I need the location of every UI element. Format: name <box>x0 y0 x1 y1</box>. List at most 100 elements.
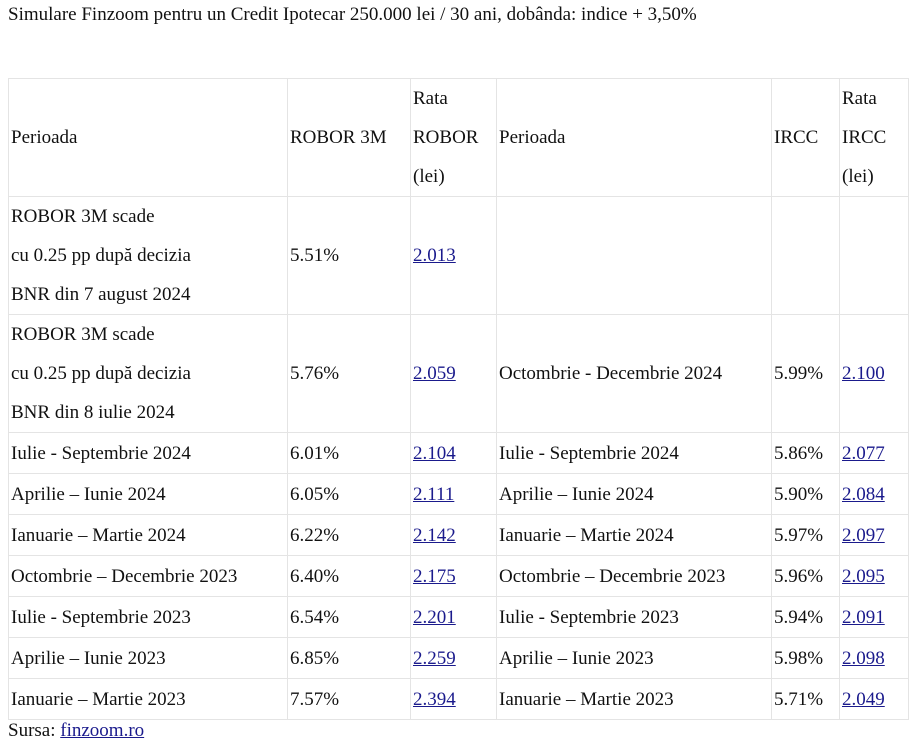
rate-link[interactable]: 2.077 <box>842 442 885 464</box>
title: Simulare Finzoom pentru un Credit Ipotec… <box>8 4 697 25</box>
table-cell <box>496 196 772 315</box>
cell-text: 5.99% <box>774 363 824 384</box>
table-cell: Ianuarie – Martie 2023 <box>8 678 288 720</box>
table-cell: 2.049 <box>839 678 909 720</box>
table-cell: ROBOR 3M scade cu 0.25 pp după decizia BNR… <box>8 314 288 433</box>
header-cell: Perioada <box>8 78 288 197</box>
rate-link[interactable]: 2.100 <box>842 363 885 384</box>
rate-link[interactable]: 2.111 <box>413 483 455 505</box>
table-cell: 2.175 <box>410 555 497 597</box>
cell-text: Iulie - Septembrie 2023 <box>11 606 191 628</box>
table-cell: Iulie - Septembrie 2024 <box>496 432 772 474</box>
table-cell: 6.22% <box>287 514 411 556</box>
rate-link[interactable]: 2.259 <box>413 647 456 669</box>
table-cell: 5.97% <box>771 514 840 556</box>
rate-link[interactable]: 2.175 <box>413 565 456 587</box>
cell-text: 5.76% <box>290 363 340 384</box>
table-row: Ianuarie – Martie 2023 7.57% 2.394 Ianuarie… <box>8 678 909 720</box>
cell-text: 5.86% <box>774 442 824 464</box>
table-cell: Iulie - Septembrie 2024 <box>8 432 288 474</box>
cell-line: Rata <box>842 88 877 109</box>
cell-line: ROBOR 3M scade <box>11 206 155 227</box>
rate-link[interactable]: 2.201 <box>413 606 456 628</box>
cell-text: Iulie - Septembrie 2024 <box>499 442 679 464</box>
rate-link[interactable]: 2.104 <box>413 442 456 464</box>
table-cell: 5.71% <box>771 678 840 720</box>
cell-text: Iulie - Septembrie 2024 <box>11 442 191 464</box>
cell-line: Perioada <box>499 127 566 148</box>
cell-text: Ianuarie – Martie 2023 <box>11 688 186 710</box>
cell-text: Ianuarie – Martie 2024 <box>499 524 674 546</box>
cell-text: 5.96% <box>774 565 824 587</box>
cell-line: cu 0.25 pp după decizia <box>11 245 191 266</box>
cell-line: ROBOR 3M <box>290 127 387 148</box>
table-cell: Aprilie – Iunie 2023 <box>8 637 288 679</box>
cell-text: 6.40% <box>290 565 340 587</box>
table-cell: 5.51% <box>287 196 411 315</box>
cell-line: BNR din 8 iulie 2024 <box>11 402 175 423</box>
footer: Sursa: finzoom.ro <box>8 720 144 742</box>
cell-text: 6.01% <box>290 442 340 464</box>
table-cell: 5.90% <box>771 473 840 515</box>
cell-text: Octombrie – Decembrie 2023 <box>499 565 726 587</box>
header-cell: Rata ROBOR (lei) <box>410 78 497 197</box>
cell-text: 6.54% <box>290 606 340 628</box>
cell-line: BNR din 7 august 2024 <box>11 284 191 305</box>
cell-text: Ianuarie – Martie 2024 <box>11 524 186 546</box>
source-label: Sursa: <box>8 720 56 741</box>
cell-text: 5.51% <box>290 245 340 266</box>
rate-link[interactable]: 2.095 <box>842 565 885 587</box>
cell-text: 6.85% <box>290 647 340 669</box>
table-cell: 5.76% <box>287 314 411 433</box>
rate-link[interactable]: 2.142 <box>413 524 456 546</box>
table-cell: 2.059 <box>410 314 497 433</box>
rate-link[interactable]: 2.098 <box>842 647 885 669</box>
table-cell: 2.077 <box>839 432 909 474</box>
table-cell: 2.084 <box>839 473 909 515</box>
table-cell: Ianuarie – Martie 2024 <box>496 514 772 556</box>
table-cell: 7.57% <box>287 678 411 720</box>
table-cell: Ianuarie – Martie 2023 <box>496 678 772 720</box>
table-cell: 2.201 <box>410 596 497 638</box>
table-cell: Octombrie – Decembrie 2023 <box>496 555 772 597</box>
table-cell: Aprilie – Iunie 2024 <box>496 473 772 515</box>
source-link[interactable]: finzoom.ro <box>60 720 145 741</box>
cell-text: 5.98% <box>774 647 824 669</box>
table-row: Octombrie – Decembrie 2023 6.40% 2.175 Octo… <box>8 555 909 597</box>
table-cell: 2.142 <box>410 514 497 556</box>
table-cell: 6.05% <box>287 473 411 515</box>
cell-text: Aprilie – Iunie 2024 <box>499 483 654 505</box>
table-cell: Aprilie – Iunie 2024 <box>8 473 288 515</box>
table-row: Iulie - Septembrie 2023 6.54% 2.201 Iulie -… <box>8 596 909 638</box>
table-cell: 2.394 <box>410 678 497 720</box>
table-cell: 5.94% <box>771 596 840 638</box>
cell-text: Aprilie – Iunie 2023 <box>499 647 654 669</box>
rate-link[interactable]: 2.049 <box>842 688 885 710</box>
header-cell: ROBOR 3M <box>287 78 411 197</box>
table-cell <box>839 196 909 315</box>
cell-text: 5.71% <box>774 688 824 710</box>
cell-line: Perioada <box>11 127 78 148</box>
header-cell: Rata IRCC (lei) <box>839 78 909 197</box>
rate-link[interactable]: 2.097 <box>842 524 885 546</box>
cell-line: ROBOR 3M scade <box>11 324 155 345</box>
table-cell: 5.98% <box>771 637 840 679</box>
table-cell: 5.86% <box>771 432 840 474</box>
table-cell: 2.098 <box>839 637 909 679</box>
rate-link[interactable]: 2.091 <box>842 606 885 628</box>
cell-line: (lei) <box>842 166 874 187</box>
rate-link[interactable]: 2.084 <box>842 483 885 505</box>
table-cell: Octombrie - Decembrie 2024 <box>496 314 772 433</box>
table-row: Iulie - Septembrie 2024 6.01% 2.104 Iulie -… <box>8 432 909 474</box>
rate-link[interactable]: 2.394 <box>413 688 456 710</box>
cell-text: 6.05% <box>290 483 340 505</box>
table-cell: 2.091 <box>839 596 909 638</box>
rate-link[interactable]: 2.013 <box>413 245 456 266</box>
table-cell: ROBOR 3M scade cu 0.25 pp după decizia BNR… <box>8 196 288 315</box>
rate-link[interactable]: 2.059 <box>413 363 456 384</box>
table-cell: 2.095 <box>839 555 909 597</box>
cell-text: Iulie - Septembrie 2023 <box>499 606 679 628</box>
table-row: Aprilie – Iunie 2023 6.85% 2.259 Aprilie – … <box>8 637 909 679</box>
table-cell: 2.259 <box>410 637 497 679</box>
